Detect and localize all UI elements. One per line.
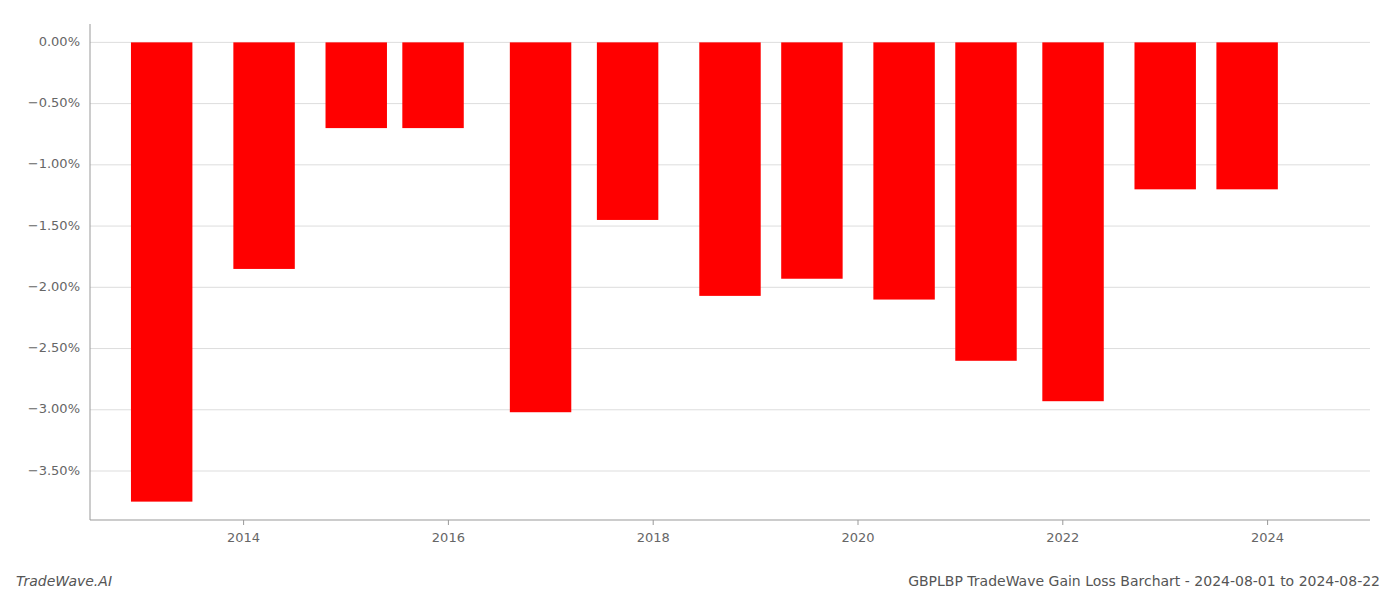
y-tick-label: −3.00% xyxy=(28,401,80,416)
watermark: TradeWave.AI xyxy=(16,573,112,589)
x-tick xyxy=(858,520,859,525)
y-tick-label: −3.50% xyxy=(28,463,80,478)
bar xyxy=(699,42,760,296)
y-tick-label: 0.00% xyxy=(39,34,80,49)
y-tick-labels: 0.00% −0.50% −1.00% −1.50% −2.00% −2.50% −3.00… xyxy=(28,34,80,478)
chart: 0.00% −0.50% −1.00% −1.50% −2.00% −2.50% −3.00… xyxy=(0,0,1400,600)
grid-line xyxy=(90,471,1370,472)
bar xyxy=(1134,42,1195,189)
x-tick-label: 2018 xyxy=(637,530,670,545)
bar xyxy=(597,42,658,220)
y-tick-label: −0.50% xyxy=(28,95,80,110)
y-tick-label: −1.50% xyxy=(28,218,80,233)
x-tick xyxy=(448,520,449,525)
x-tick-label: 2024 xyxy=(1251,530,1284,545)
x-axis-line xyxy=(90,520,1370,521)
grid-line xyxy=(90,409,1370,410)
x-tick-label: 2020 xyxy=(841,530,874,545)
title: GBPLBP TradeWave Gain Loss Barchart - 20… xyxy=(908,573,1380,589)
grid-line xyxy=(90,348,1370,349)
bar xyxy=(326,42,387,128)
bar xyxy=(781,42,842,278)
x-ticks: 2014 2016 2018 2020 2022 2024 xyxy=(227,520,1284,545)
bar xyxy=(955,42,1016,360)
x-tick xyxy=(1062,520,1063,525)
bar xyxy=(510,42,571,412)
bar xyxy=(1042,42,1103,401)
x-tick-label: 2022 xyxy=(1046,530,1079,545)
bar xyxy=(131,42,192,501)
y-axis-line xyxy=(90,24,91,520)
bar xyxy=(873,42,934,299)
y-tick-label: −1.00% xyxy=(28,156,80,171)
background xyxy=(0,0,1400,600)
x-tick xyxy=(243,520,244,525)
bar xyxy=(1216,42,1277,189)
y-grid xyxy=(90,42,1370,471)
x-tick xyxy=(653,520,654,525)
bars xyxy=(131,42,1278,501)
x-tick xyxy=(1267,520,1268,525)
y-tick-label: −2.50% xyxy=(28,340,80,355)
x-tick-label: 2014 xyxy=(227,530,260,545)
y-tick-label: −2.00% xyxy=(28,279,80,294)
bar xyxy=(233,42,294,269)
bar xyxy=(402,42,463,128)
x-tick-label: 2016 xyxy=(432,530,465,545)
